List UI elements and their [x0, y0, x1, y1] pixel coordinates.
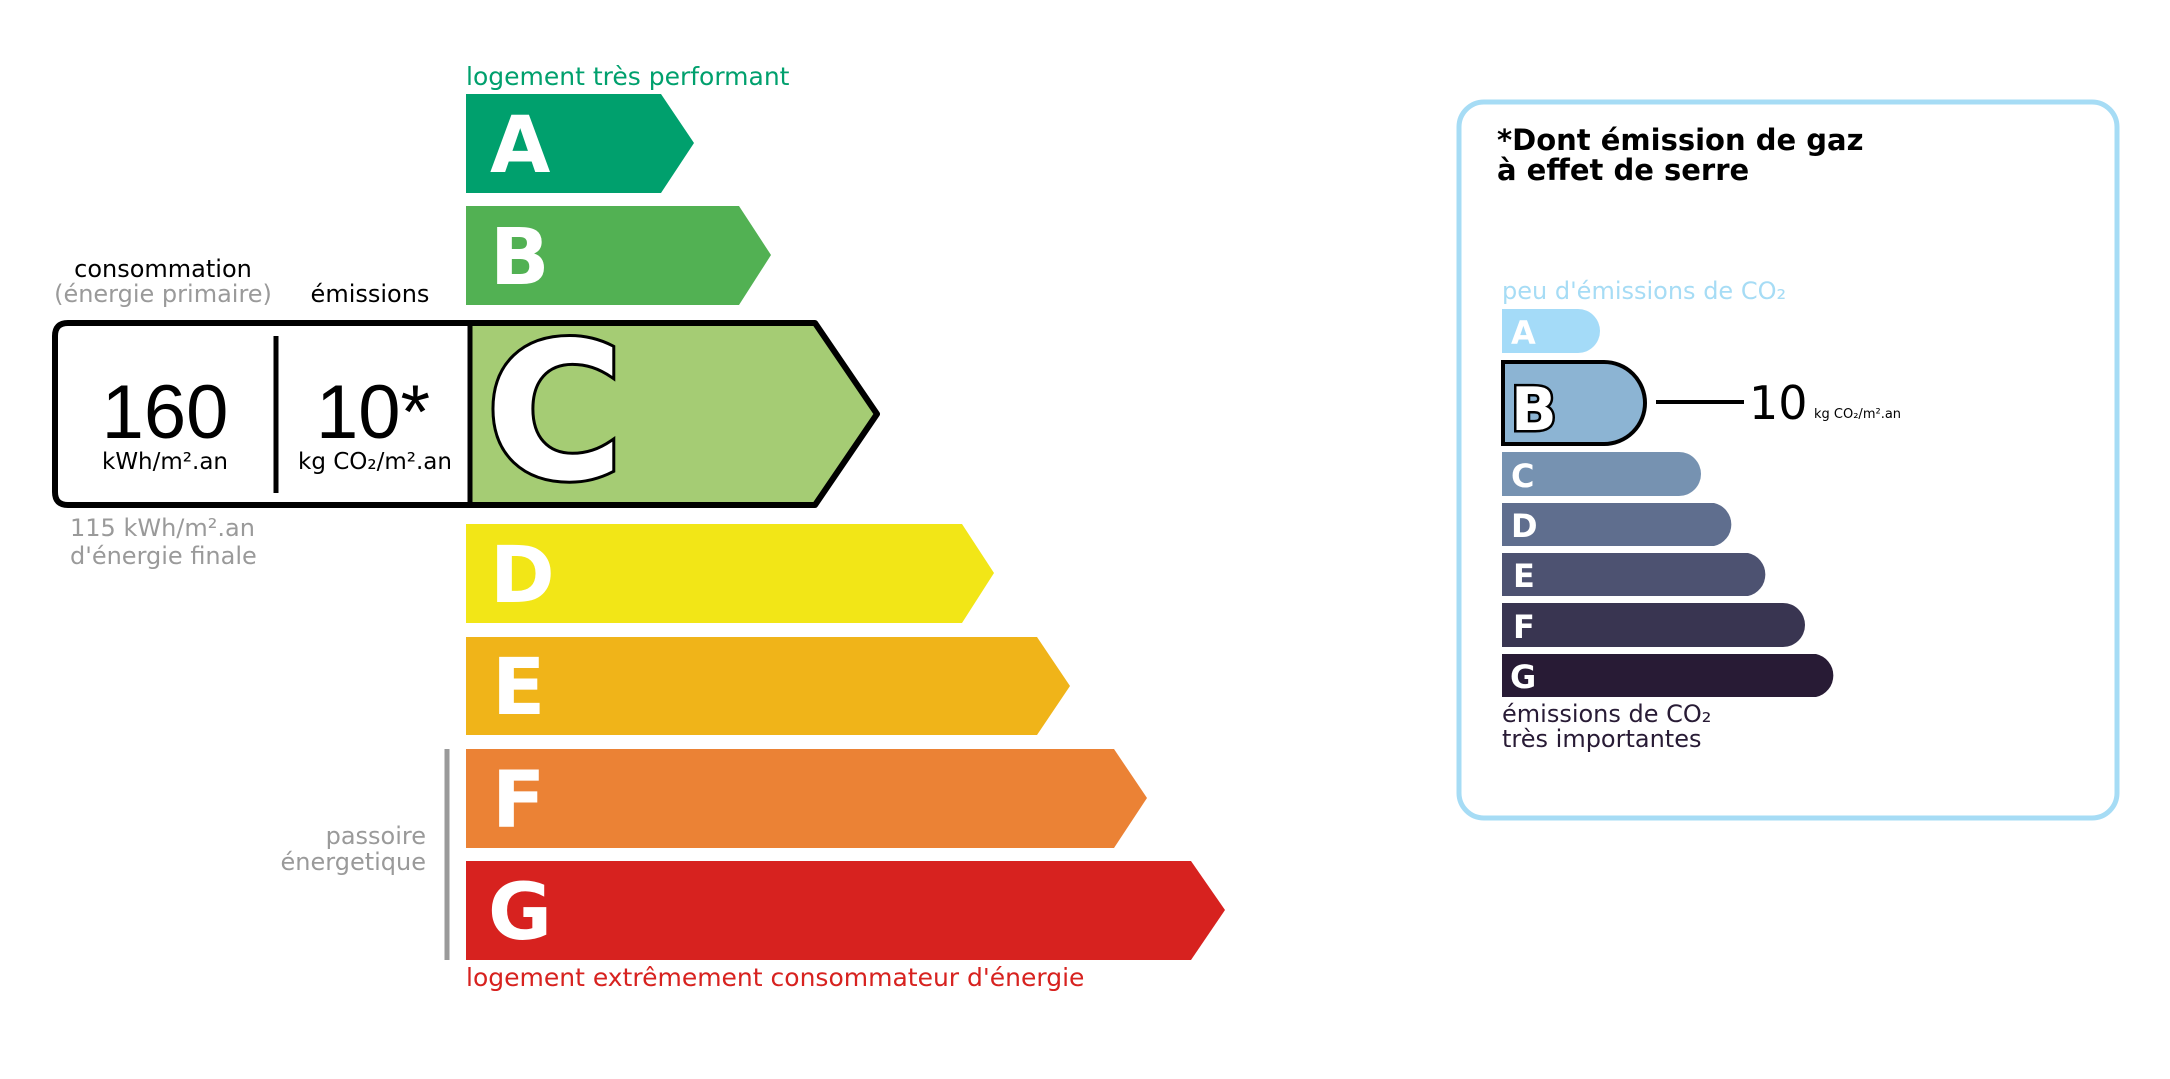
energy-letter-d: D	[490, 531, 555, 621]
consumption-label: consommation	[74, 255, 252, 283]
ghg-letter-e: E	[1513, 557, 1535, 595]
bottom-label: logement extrêmement consommateur d'éner…	[466, 963, 1084, 992]
ghg-letter-f: F	[1513, 608, 1535, 646]
emissions-unit: kg CO₂/m².an	[298, 449, 452, 475]
ghg-bar-d	[1502, 503, 1732, 546]
energy-class-d: D	[466, 524, 994, 623]
ghg-bar-g	[1502, 654, 1834, 697]
energy-class-g: G	[466, 861, 1225, 960]
ghg-bar-e	[1502, 553, 1766, 596]
passoire-label-1: passoire	[326, 822, 426, 850]
energy-class-e: E	[466, 637, 1070, 735]
ghg-bar-a	[1502, 309, 1600, 353]
energy-letter-a: A	[490, 101, 550, 191]
energy-class-c-current: C 160 kWh/m².an 10* kg CO₂/m².an	[52, 299, 880, 526]
energy-bar-a	[466, 94, 694, 193]
ghg-unit: kg CO₂/m².an	[1814, 407, 1901, 422]
energy-letter-c: C	[485, 302, 624, 523]
ghg-top-label: peu d'émissions de CO₂	[1502, 277, 1786, 305]
emissions-value: 10*	[316, 370, 430, 455]
ghg-bar-c	[1502, 452, 1701, 496]
ghg-value: 10	[1749, 376, 1808, 430]
consumption-sub: (énergie primaire)	[54, 280, 272, 308]
ghg-letter-a: A	[1511, 314, 1536, 352]
energy-bar-f	[466, 749, 1147, 848]
passoire-label-2: énergetique	[281, 848, 426, 876]
ghg-title-1: *Dont émission de gaz	[1497, 123, 1863, 157]
energy-bar-b	[466, 206, 771, 305]
energy-class-b: B	[466, 206, 771, 305]
ghg-bottom-label-2: très importantes	[1502, 725, 1702, 753]
energy-bar-d	[466, 524, 994, 623]
final-energy-value: 115 kWh/m².an	[70, 514, 255, 542]
ghg-bar-f	[1502, 603, 1805, 647]
emissions-label: émissions	[311, 280, 430, 308]
value-box	[55, 323, 470, 505]
ghg-letter-g: G	[1510, 658, 1536, 696]
energy-bar-e	[466, 637, 1070, 735]
ghg-panel: *Dont émission de gaz à effet de serre p…	[1456, 99, 2120, 821]
final-energy-label: d'énergie finale	[70, 542, 257, 570]
ghg-letter-b: B	[1511, 375, 1557, 445]
energy-letter-e: E	[492, 643, 545, 733]
ghg-bottom-label-1: émissions de CO₂	[1502, 700, 1711, 728]
energy-bar-c	[470, 323, 877, 505]
ghg-letter-d: D	[1511, 507, 1538, 545]
consumption-value: 160	[102, 370, 229, 455]
top-label: logement très performant	[466, 62, 790, 91]
ghg-title-2: à effet de serre	[1497, 153, 1749, 187]
energy-class-a: A	[466, 94, 694, 193]
energy-letter-b: B	[490, 213, 549, 303]
energy-letter-g: G	[488, 868, 552, 958]
energy-class-f: F	[466, 749, 1147, 848]
ghg-letter-c: C	[1511, 457, 1534, 495]
ghg-bar-b-current	[1501, 360, 1647, 446]
energy-letter-f: F	[492, 756, 545, 846]
energy-bar-g	[466, 861, 1225, 960]
consumption-unit: kWh/m².an	[102, 449, 228, 475]
